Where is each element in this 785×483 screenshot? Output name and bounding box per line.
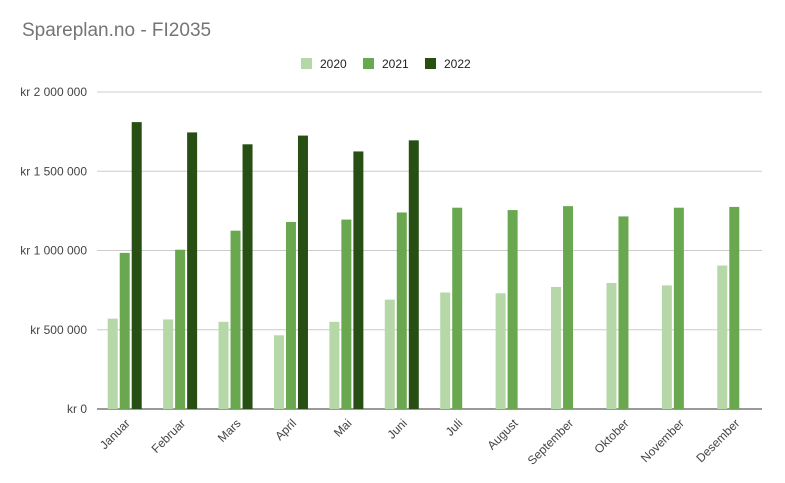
legend-swatch-2022 — [425, 58, 436, 69]
y-tick-label: kr 1 000 000 — [20, 244, 87, 258]
x-tick-label: Mai — [331, 416, 355, 440]
x-tick-label: Februar — [149, 416, 189, 456]
bar-2020-desember[interactable] — [717, 265, 728, 409]
x-tick-label: Oktober — [591, 416, 631, 456]
bar-2022-februar[interactable] — [187, 132, 198, 410]
bar-2021-november[interactable] — [673, 207, 684, 409]
bar-2021-juni[interactable] — [396, 212, 407, 409]
bar-2020-september[interactable] — [551, 286, 562, 409]
legend-label-2021: 2021 — [382, 57, 409, 71]
bar-2020-november[interactable] — [661, 285, 672, 409]
bar-2020-januar[interactable] — [107, 318, 118, 409]
bar-2021-oktober[interactable] — [618, 216, 629, 409]
legend-swatch-2021 — [363, 58, 374, 69]
bar-2021-mars[interactable] — [230, 230, 241, 409]
gridlines — [97, 91, 762, 410]
x-tick-label: Desember — [693, 416, 742, 465]
bar-2020-juni[interactable] — [384, 299, 395, 409]
x-axis: Januar Februar Mars April Mai Juni Juli August S… — [97, 416, 742, 468]
legend-label-2020: 2020 — [320, 57, 347, 71]
x-tick-label: August — [484, 416, 521, 453]
x-tick-label: November — [638, 416, 687, 465]
bar-2020-mai[interactable] — [329, 321, 340, 409]
bar-2021-august[interactable] — [507, 210, 518, 409]
y-tick-label: kr 1 500 000 — [20, 164, 87, 178]
legend-label-2022: 2022 — [444, 57, 471, 71]
bar-2022-mai[interactable] — [353, 151, 364, 409]
x-tick-label: September — [525, 416, 576, 467]
bar-2022-april[interactable] — [297, 135, 308, 409]
bar-2021-september[interactable] — [563, 206, 574, 409]
legend-swatch-2020 — [301, 58, 312, 69]
bar-2020-august[interactable] — [495, 293, 506, 409]
bar-2022-januar[interactable] — [131, 122, 142, 410]
bar-2022-mars[interactable] — [242, 144, 253, 409]
x-tick-label: Januar — [97, 416, 133, 452]
x-tick-label: Juni — [384, 416, 409, 441]
bar-2021-desember[interactable] — [729, 206, 740, 409]
y-axis: kr 0 kr 500 000 kr 1 000 000 kr 1 500 000 kr… — [20, 85, 87, 416]
bar-2020-juli[interactable] — [440, 292, 451, 409]
bar-2020-mars[interactable] — [218, 321, 229, 409]
bar-2021-februar[interactable] — [175, 249, 186, 409]
bar-2021-januar[interactable] — [119, 252, 130, 409]
bars — [107, 122, 740, 410]
y-tick-label: kr 500 000 — [30, 323, 87, 337]
x-tick-label: April — [272, 416, 299, 443]
x-tick-label: Juli — [443, 416, 466, 439]
legend: 2020 2021 2022 — [301, 57, 471, 71]
bar-2021-april[interactable] — [285, 221, 296, 409]
bar-2021-juli[interactable] — [452, 207, 463, 409]
bar-2020-februar[interactable] — [163, 319, 174, 409]
bar-2020-oktober[interactable] — [606, 282, 617, 409]
x-tick-label: Mars — [215, 416, 244, 445]
y-tick-label: kr 2 000 000 — [20, 85, 87, 99]
bar-2021-mai[interactable] — [341, 219, 352, 409]
chart-title: Spareplan.no - FI2035 — [22, 20, 212, 41]
bar-2022-juni[interactable] — [408, 140, 419, 409]
y-tick-label: kr 0 — [67, 402, 87, 416]
bar-2020-april[interactable] — [273, 335, 284, 409]
